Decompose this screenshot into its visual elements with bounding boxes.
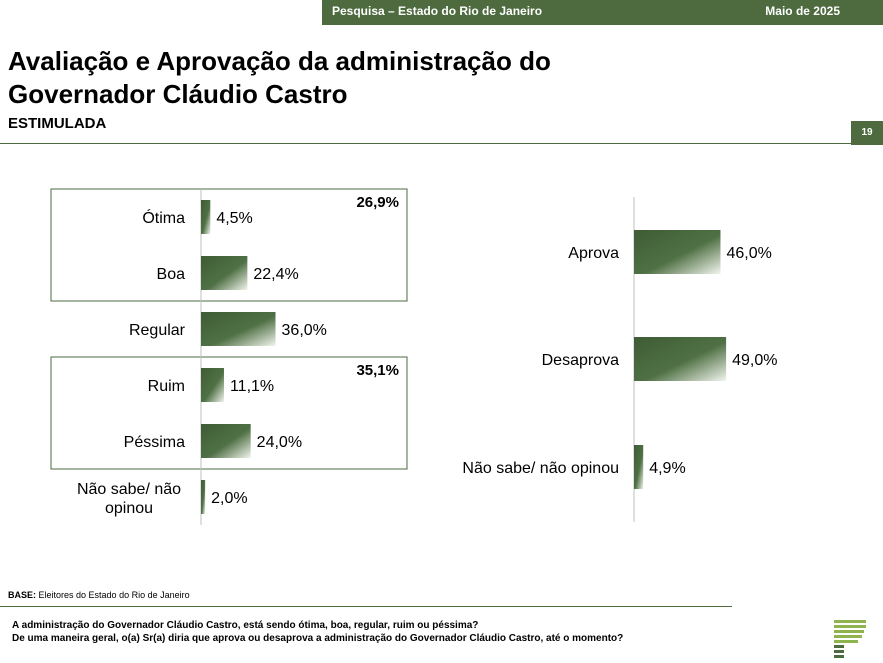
header-divider <box>0 143 851 144</box>
left-bar-ruim <box>201 368 224 402</box>
left-label-boa: Boa <box>157 266 186 283</box>
group-box-2 <box>50 356 408 470</box>
left-label-nao-sabe-nao-opinou: Não sabe/ não opinou <box>77 481 181 517</box>
right-bar-desaprova <box>634 337 727 381</box>
left-value-ruim: 11,1% <box>230 378 274 395</box>
left-value-regular: 36,0% <box>282 322 327 339</box>
footer-divider <box>0 606 732 607</box>
survey-name: Pesquisa – Estado do Rio de Janeiro <box>332 4 543 18</box>
left-value-pessima: 24,0% <box>257 434 302 451</box>
base-text: Eleitores do Estado do Rio de Janeiro <box>36 590 190 600</box>
right-label-nao-sabe-nao-opinou: Não sabe/ não opinou <box>462 460 619 477</box>
header-bar: Pesquisa – Estado do Rio de Janeiro Maio… <box>322 0 883 25</box>
right-bar-nao-sabe-nao-opinou <box>634 445 644 489</box>
group-total-1: 26,9% <box>356 194 399 211</box>
footer-base: BASE: Eleitores do Estado do Rio de Jane… <box>8 590 190 600</box>
left-value-otima: 4,5% <box>216 210 252 227</box>
question-1: A administração do Governador Cláudio Ca… <box>12 620 479 631</box>
left-value-nao-sabe-nao-opinou: 2,0% <box>211 490 247 507</box>
left-bar-otima <box>201 200 211 234</box>
right-value-desaprova: 49,0% <box>732 352 777 369</box>
page-title: Avaliação e Aprovação da administração d… <box>8 46 551 109</box>
survey-date: Maio de 2025 <box>765 4 840 18</box>
left-bar-boa <box>201 256 248 290</box>
base-label: BASE: <box>8 590 37 600</box>
page-subtitle: ESTIMULADA <box>8 115 107 132</box>
group-box-1 <box>50 188 408 302</box>
left-bar-regular <box>201 312 276 346</box>
left-label-pessima: Péssima <box>124 434 185 451</box>
brand-logo-icon <box>834 620 866 658</box>
left-bar-nao-sabe-nao-opinou <box>201 480 206 514</box>
left-label-regular: Regular <box>129 322 186 339</box>
left-label-otima: Ótima <box>142 208 185 227</box>
right-value-nao-sabe-nao-opinou: 4,9% <box>649 460 685 477</box>
left-value-boa: 22,4% <box>253 266 298 283</box>
group-total-2: 35,1% <box>356 362 399 379</box>
right-value-aprova: 46,0% <box>726 245 771 262</box>
question-2: De uma maneira geral, o(a) Sr(a) diria q… <box>12 633 624 644</box>
right-label-desaprova: Desaprova <box>542 352 619 369</box>
left-label-ruim: Ruim <box>148 378 185 395</box>
page-number: 19 <box>851 121 883 145</box>
right-label-aprova: Aprova <box>568 245 619 262</box>
left-bar-pessima <box>201 424 251 458</box>
right-bar-aprova <box>634 230 721 274</box>
